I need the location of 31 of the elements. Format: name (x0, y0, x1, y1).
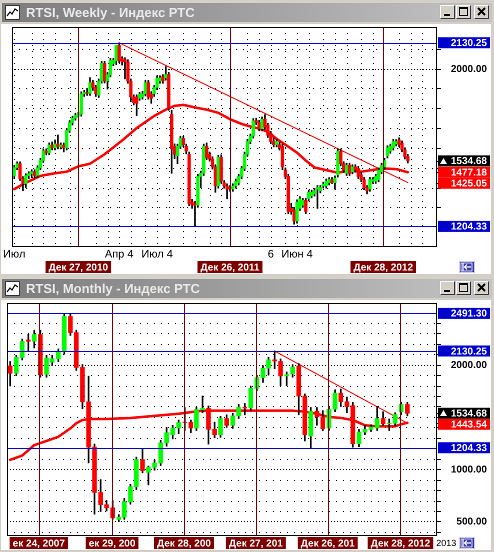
chart-title: RTSI, Weekly - Индекс РТС (26, 4, 195, 22)
x-tick-label: Дек 27, 201 (228, 538, 284, 550)
y-tick-label: 1425.05 (450, 178, 488, 190)
ref-line-label: 2130.25 (450, 346, 488, 358)
ref-line-label: 1204.33 (450, 222, 488, 233)
x-tick-label: ек 29, 200 (88, 538, 136, 550)
y-tick-label: 2000.00 (450, 360, 488, 371)
y-tick-label: 1000.00 (450, 464, 488, 476)
x-tick-label: Апр 4 (104, 248, 134, 261)
x-tick-label: Июн 4 (281, 248, 313, 261)
y-tick-label: 1477.18 (450, 167, 488, 178)
y-tick-label: 500.00 (456, 516, 488, 528)
ref-line-label: 1204.33 (450, 443, 488, 454)
y-tick-label: 1534.68 (450, 156, 488, 168)
ref-line-label: 2491.30 (450, 308, 488, 320)
ref-line-label: Дек 28, 2012 (354, 262, 414, 274)
y-tick-label: 1443.54 (450, 420, 488, 431)
ref-line-label: 2130.25 (450, 38, 488, 50)
text: 2013 (436, 538, 456, 548)
x-tick-label: Дек 28, 2012 (370, 538, 431, 550)
y-tick-label: 2000.00 (450, 64, 488, 75)
x-tick-label: ек 24, 2007 (12, 538, 66, 550)
chart-title: RTSI, Monthly - Индекс РТС (26, 280, 200, 298)
y-tick-label: 1534.68 (450, 408, 488, 420)
x-tick-label: 6 (268, 248, 274, 261)
ref-line-label: Дек 26, 2011 (200, 262, 260, 274)
x-tick-label: Дек 26, 201 (300, 538, 356, 550)
ref-line-label: Дек 27, 2010 (48, 262, 109, 274)
x-tick-label: Июл (3, 248, 26, 261)
x-tick-label: Июл 4 (141, 248, 173, 261)
x-tick-label: Дек 28, 200 (156, 538, 212, 550)
